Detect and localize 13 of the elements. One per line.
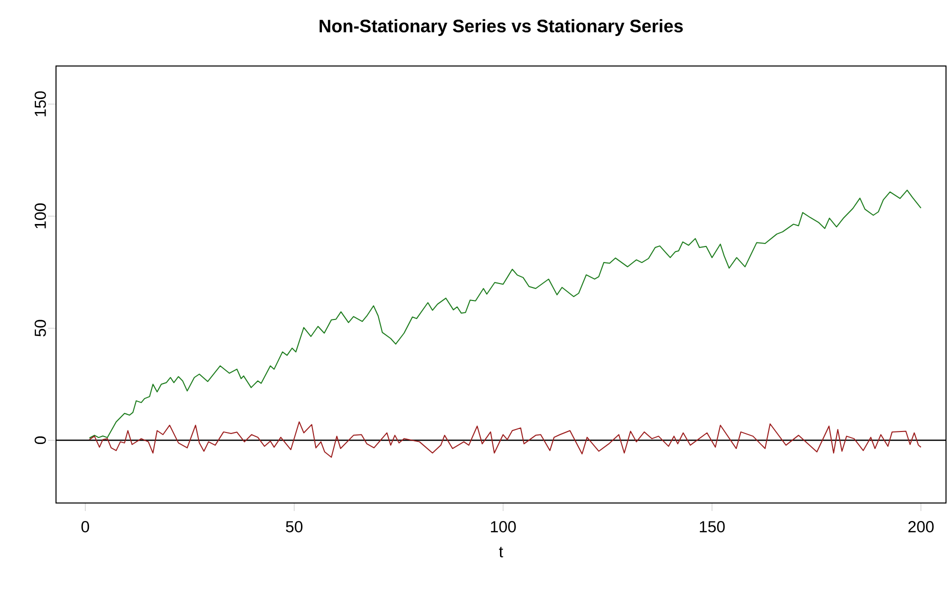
x-tick-label: 200 (908, 521, 934, 532)
y-tick-label: 150 (34, 91, 46, 116)
line-series (88, 421, 922, 458)
x-tick-label: 50 (286, 521, 302, 532)
chart-title: Non-Stationary Series vs Stationary Series (320, 19, 683, 36)
y-tick-label: 100 (34, 203, 46, 228)
x-axis-title: t (499, 546, 504, 558)
x-tick-label: 0 (81, 521, 90, 532)
y-tick-label: 50 (34, 320, 46, 336)
y-tick-label: 0 (34, 436, 46, 444)
line-series (88, 190, 922, 438)
x-tick-label: 150 (700, 521, 725, 532)
x-tick-label: 100 (490, 521, 516, 532)
